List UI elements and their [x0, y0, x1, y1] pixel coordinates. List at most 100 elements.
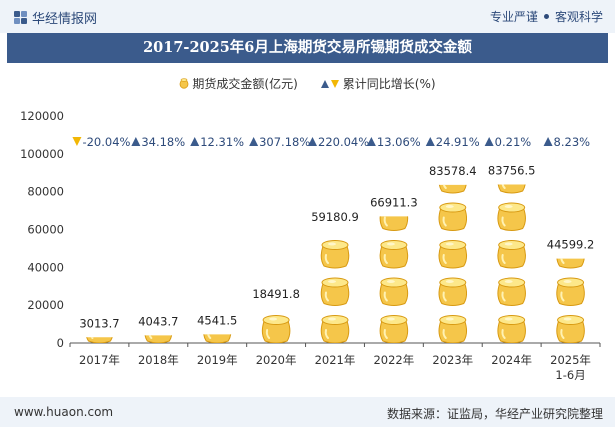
up-arrow-icon: [249, 137, 259, 146]
coin-pot-icon: [379, 216, 409, 231]
value-label: 4043.7: [138, 314, 178, 328]
value-label: 44599.2: [547, 238, 595, 252]
footer-website[interactable]: www.huaon.com: [14, 405, 114, 419]
legend-item-amount[interactable]: 期货成交金额(亿元): [179, 73, 298, 93]
bar-6[interactable]: [379, 203, 409, 343]
value-label: 59180.9: [311, 210, 359, 224]
coin-pot-icon: [320, 315, 350, 344]
x-tick-label: 2022年: [373, 353, 414, 367]
up-arrow-icon: [190, 137, 200, 146]
growth-value: 0.21%: [495, 135, 532, 149]
tagline: 专业严谨 客观科学: [490, 8, 603, 25]
coin-pot-icon: [144, 335, 173, 344]
chart-title: 2017-2025年6月上海期货交易所锡期货成交金额: [7, 33, 608, 63]
x-tick-label: 2018年: [138, 353, 179, 367]
legend-item-growth[interactable]: 累计同比增长(%): [320, 73, 436, 93]
top-bar: 华经情报网 专业严谨 客观科学: [0, 0, 615, 33]
x-tick-label: 2023年: [432, 353, 473, 367]
value-labels: 3013.7 4043.7 4541.5 18491.8 59180.9 66911.3 8…: [79, 164, 594, 331]
y-tick-label: 20000: [27, 298, 64, 312]
coin-pot-icon: [497, 202, 526, 231]
brand-name: 华经情报网: [32, 12, 98, 27]
x-tick-label: 2024年: [491, 353, 532, 367]
growth-label: 8.23%: [543, 135, 591, 149]
bar-8[interactable]: [497, 166, 526, 344]
value-label: 3013.7: [79, 316, 119, 330]
brand-logo-icon: [14, 11, 27, 24]
legend-label-growth: 累计同比增长(%): [342, 76, 436, 91]
legend-label-amount: 期货成交金额(亿元): [192, 76, 298, 91]
bar-1[interactable]: [86, 316, 114, 344]
coin-pot-icon: [203, 334, 232, 344]
up-arrow-icon: [131, 137, 141, 146]
bar-7[interactable]: [438, 166, 468, 344]
footer: www.huaon.com 数据来源：证监局，华经产业研究院整理: [0, 397, 615, 427]
coin-pot-icon: [438, 184, 467, 194]
x-tick-label: 2025年: [550, 353, 591, 367]
growth-label: 220.04%: [308, 135, 369, 149]
growth-value: 8.23%: [554, 135, 591, 149]
value-label: 66911.3: [370, 195, 418, 209]
x-tick-label: 1-6月: [555, 368, 585, 382]
coin-pot-icon: [497, 277, 526, 306]
x-tick-label: 2019年: [197, 353, 238, 367]
bar-5[interactable]: [320, 240, 350, 344]
growth-value: 13.06%: [377, 135, 421, 149]
up-arrow-icon: [543, 137, 553, 146]
growth-label: 307.18%: [249, 135, 310, 149]
growth-labels: -20.04% 34.18% 12.31% 307.18% 220.04% 13.06% 2…: [72, 135, 590, 149]
coin-pot-icon: [379, 315, 409, 343]
coin-pot-icon: [86, 337, 113, 343]
y-tick-label: 80000: [27, 185, 64, 199]
coin-pot-icon: [556, 258, 585, 269]
growth-label: -20.04%: [72, 135, 131, 149]
chart-legend: 期货成交金额(亿元) 累计同比增长(%): [0, 73, 615, 93]
growth-arrows-icon: [320, 80, 339, 88]
y-tick-label: 100000: [20, 147, 64, 161]
growth-value: 34.18%: [141, 135, 185, 149]
up-arrow-icon: [425, 137, 435, 146]
footer-source: 数据来源：证监局，华经产业研究院整理: [386, 407, 603, 421]
growth-value: -20.04%: [82, 135, 130, 149]
value-label: 4541.5: [197, 313, 237, 327]
up-arrow-icon: [366, 137, 376, 146]
up-arrow-icon: [484, 137, 494, 146]
chart-axes: [69, 342, 601, 347]
coin-pot-icon: [556, 315, 585, 343]
value-label: 83756.5: [488, 164, 536, 178]
coin-pot-icon: [379, 277, 409, 306]
bar-9[interactable]: [556, 241, 585, 344]
coin-pot-icon: [497, 240, 526, 269]
coin-pot-icon: [320, 277, 350, 306]
coin-pot-icon: [379, 240, 409, 269]
coin-pot-icon: [497, 315, 526, 343]
x-tick-label: 2020年: [256, 353, 297, 367]
coin-pot-icon: [438, 277, 468, 306]
bar-2[interactable]: [144, 316, 173, 344]
x-tick-label: 2017年: [79, 353, 120, 367]
tagline-right: 客观科学: [554, 10, 603, 24]
up-arrow-icon: [308, 137, 317, 146]
down-arrow-icon: [72, 137, 82, 146]
bar-4[interactable]: [261, 315, 291, 344]
y-axis-ticks: 0 20000 40000 60000 80000 100000 120000: [20, 109, 64, 350]
coin-pot-icon: [180, 78, 189, 89]
coin-pot-icon: [320, 240, 350, 269]
x-axis-labels: 2017年 2018年 2019年 2020年 2021年 2022年 2023年 2024年…: [79, 353, 591, 382]
bar-chart: 0 20000 40000 60000 80000 100000 120000 3013.7…: [20, 109, 601, 382]
chart-bars: [86, 166, 585, 344]
coin-pot-icon: [438, 240, 468, 269]
separator-dot-icon: [543, 14, 549, 19]
growth-value: 24.91%: [436, 135, 480, 149]
value-label: 18491.8: [252, 287, 300, 301]
coin-pot-icon: [438, 315, 468, 343]
value-label: 83578.4: [429, 164, 477, 178]
tagline-left: 专业严谨: [489, 10, 538, 24]
bar-3[interactable]: [203, 316, 232, 344]
y-tick-label: 40000: [27, 260, 64, 274]
growth-value: 12.31%: [200, 135, 244, 149]
coin-pot-icon: [261, 315, 291, 344]
growth-label: 13.06%: [366, 135, 421, 149]
brand[interactable]: 华经情报网: [14, 8, 97, 27]
y-tick-label: 60000: [27, 223, 64, 237]
